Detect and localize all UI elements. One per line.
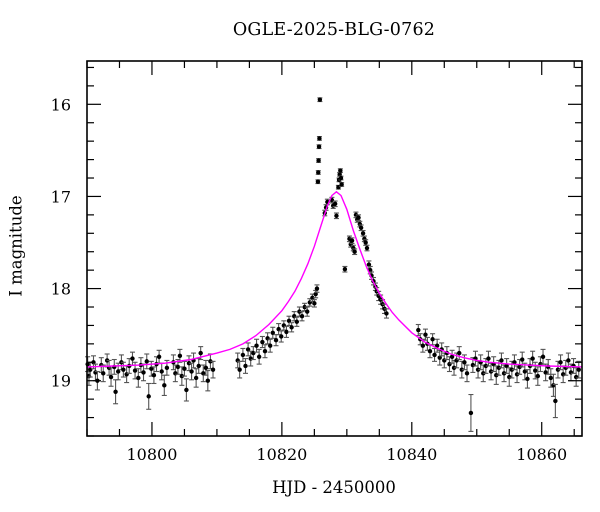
y-tick-label: 19 (51, 372, 71, 391)
data-points (85, 97, 582, 432)
plot-frame (86, 60, 583, 437)
x-tick-label: 10840 (386, 445, 437, 464)
y-tick-label: 16 (51, 95, 71, 114)
y-tick-label: 18 (51, 280, 71, 299)
y-tick-label: 17 (51, 187, 71, 206)
x-tick-label: 10820 (256, 445, 307, 464)
chart-title: OGLE-2025-BLG-0762 (232, 20, 436, 40)
model-curve (86, 190, 583, 368)
x-tick-label: 10800 (127, 445, 178, 464)
x-axis-label: HJD - 2450000 (272, 478, 396, 497)
x-tick-label: 10860 (516, 445, 567, 464)
